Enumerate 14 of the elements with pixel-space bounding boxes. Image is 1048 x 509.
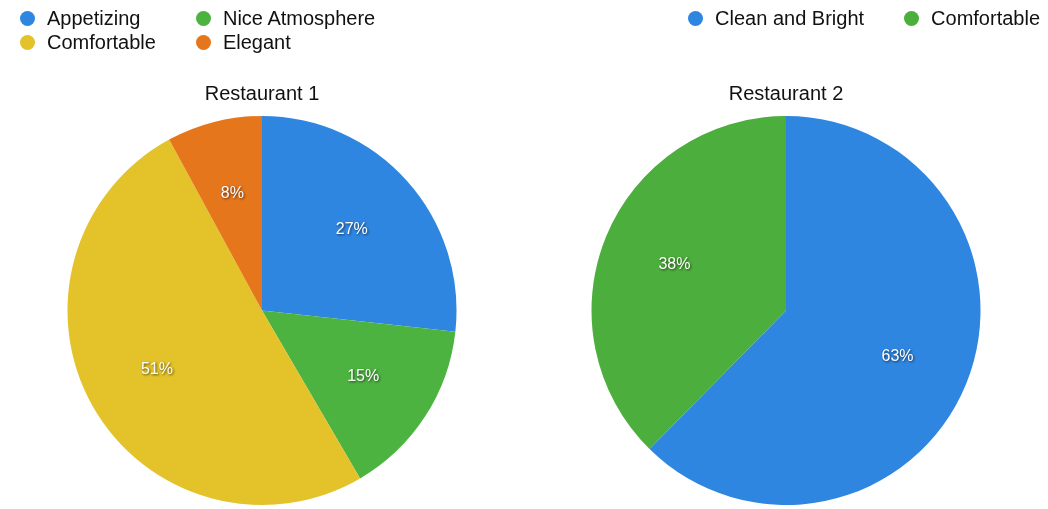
data-label: 38%	[658, 255, 691, 273]
legend-label: Elegant	[222, 30, 291, 54]
legend-label: Clean and Bright	[715, 6, 865, 30]
legend-label: Appetizing	[47, 6, 141, 30]
text: Restaurant 1	[204, 81, 320, 104]
legend-label: Nice Atmosphere	[222, 6, 376, 30]
data-label: 63%	[881, 346, 914, 364]
legend-label: Comfortable	[931, 6, 1040, 30]
legend-label: Comfortable	[47, 30, 156, 54]
data-label: 15%	[347, 366, 380, 384]
text: Restaurant 2	[728, 81, 844, 104]
data-label: 27%	[335, 220, 368, 238]
data-label: 51%	[140, 360, 173, 378]
data-label: 8%	[220, 184, 244, 202]
